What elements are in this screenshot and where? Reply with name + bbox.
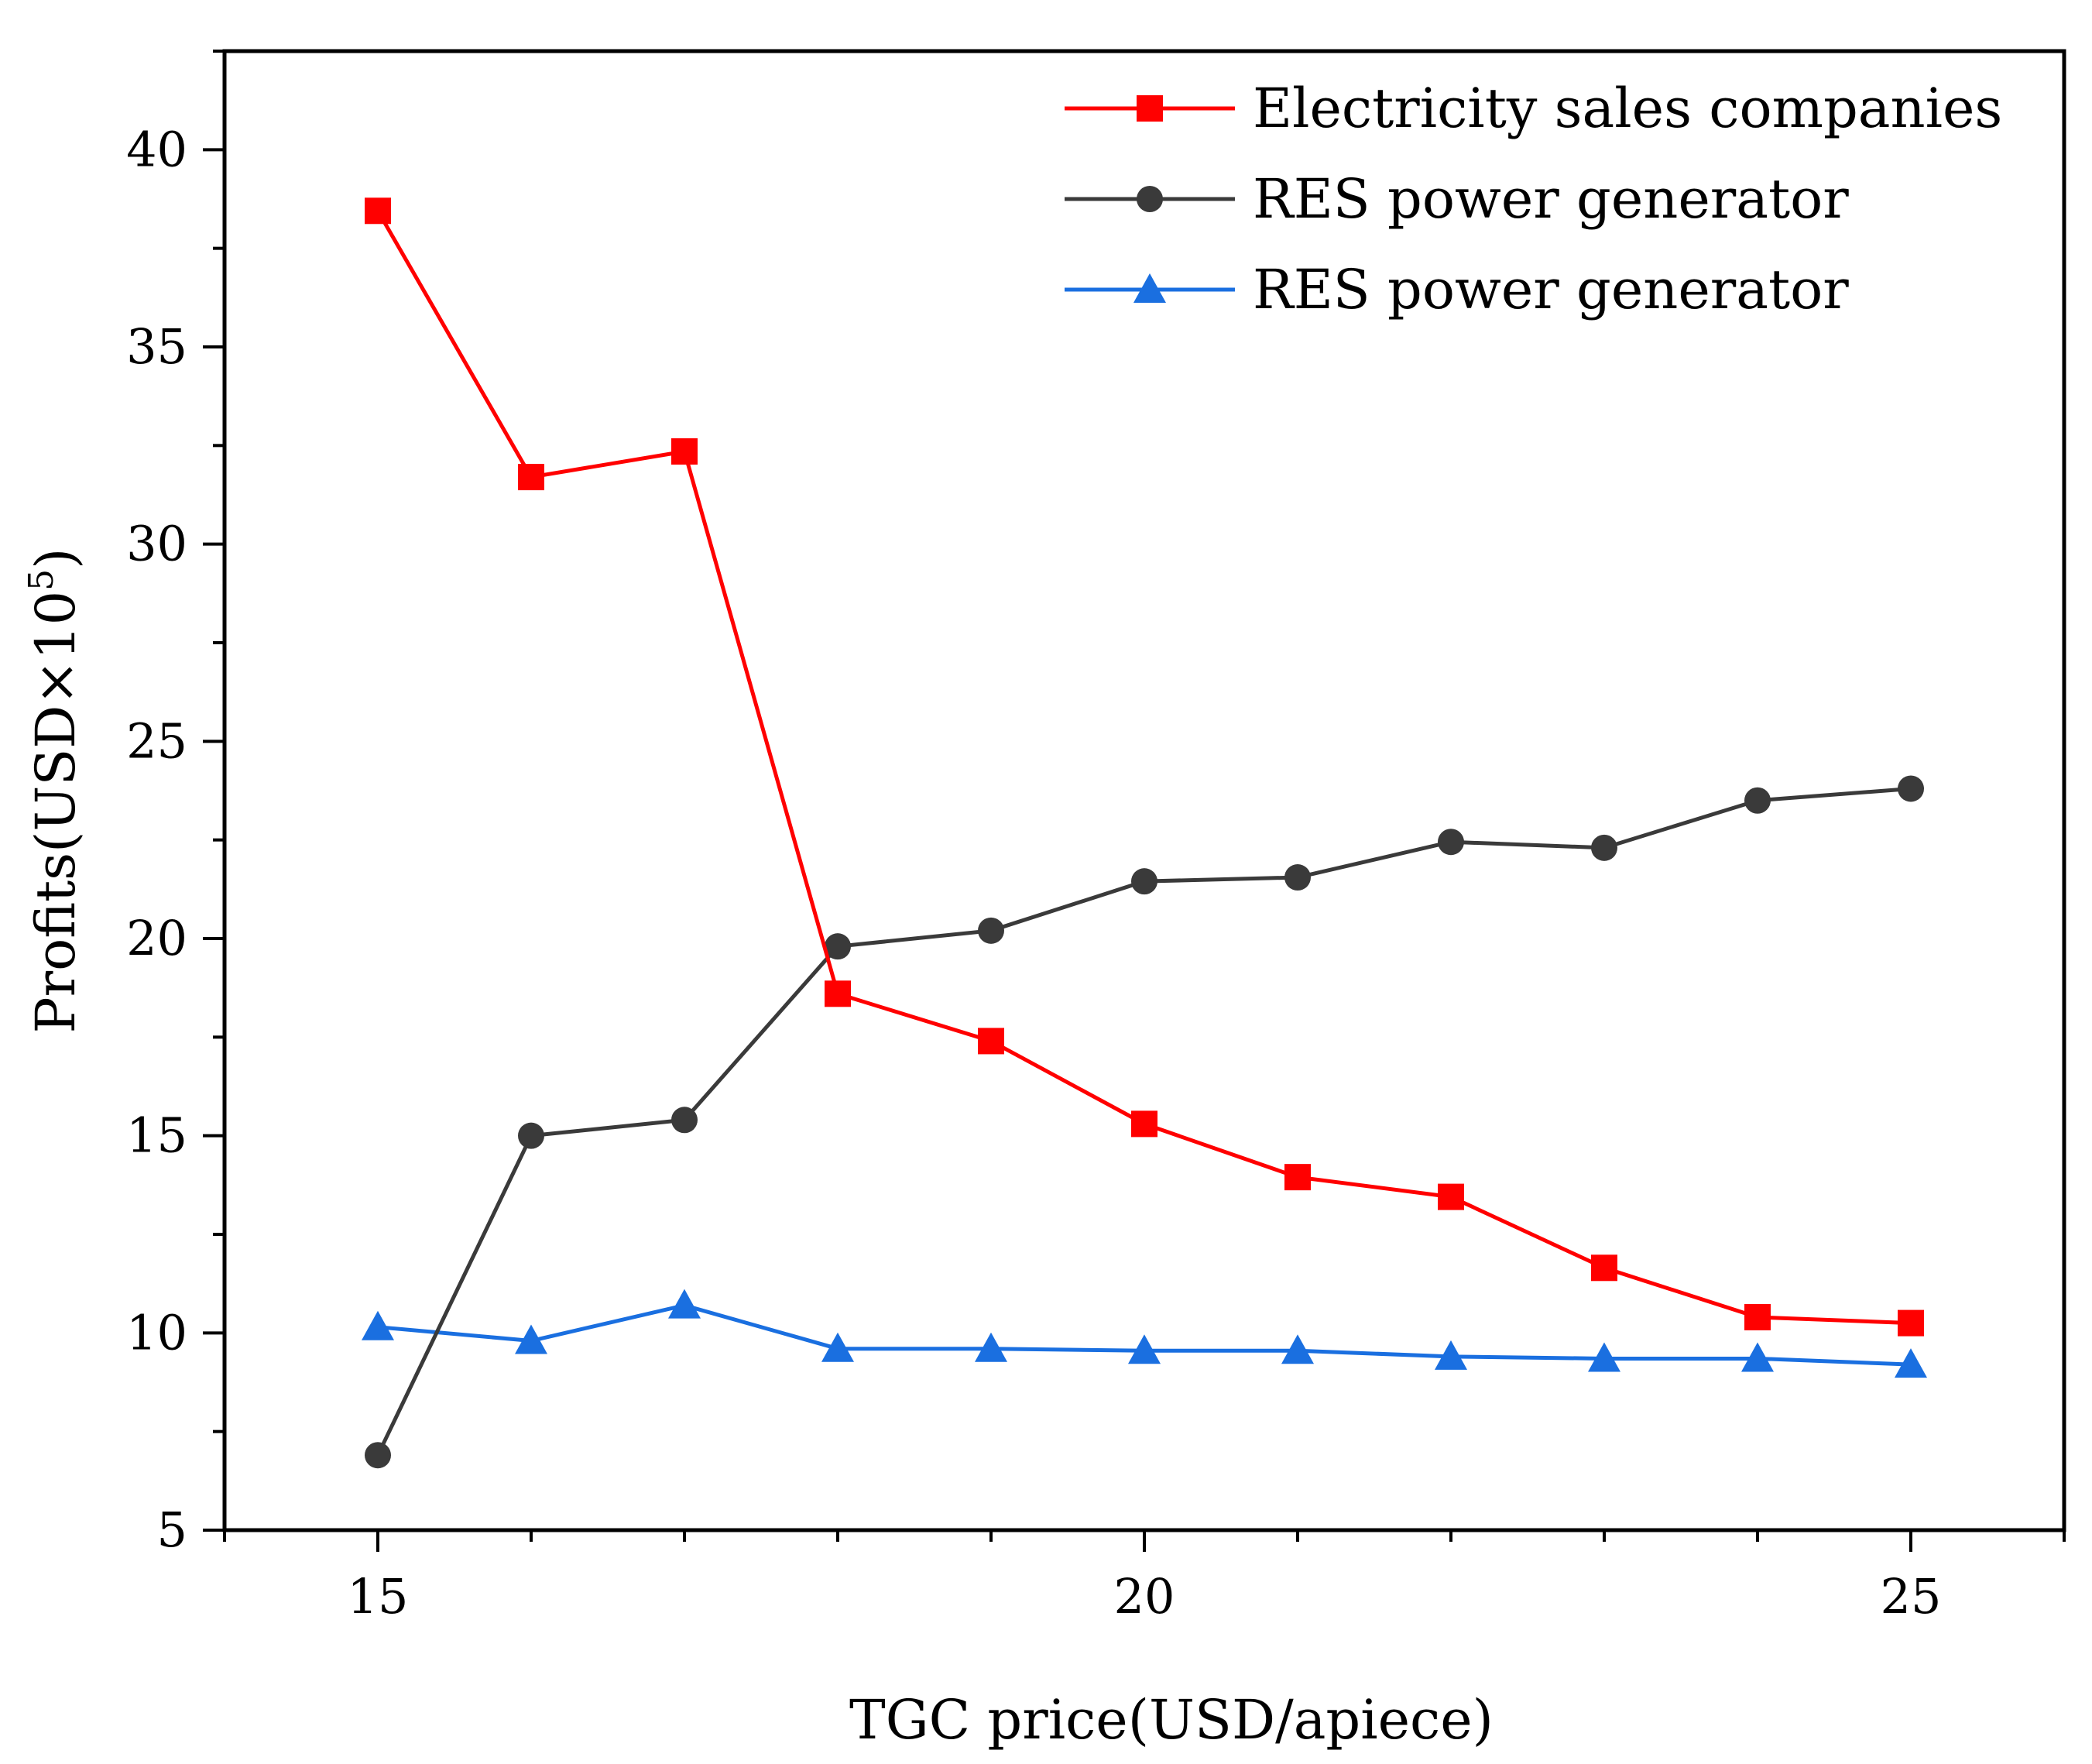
- y-tick-label: 30: [126, 516, 187, 572]
- y-tick-label: 15: [126, 1107, 187, 1164]
- x-tick-label: 25: [1881, 1568, 1942, 1625]
- x-tick-label: 20: [1114, 1568, 1175, 1625]
- axis-ticks: 5 10 15 20 25 30 35 40 15 20 25: [126, 50, 2066, 1625]
- data-point-square: [1591, 1254, 1617, 1282]
- x-axis-title: TGC price(USD/apiece): [849, 1688, 1494, 1752]
- data-point-square: [1898, 1309, 1924, 1337]
- y-tick-label: 10: [126, 1304, 187, 1361]
- legend-label: Electricity sales companies: [1253, 77, 2002, 140]
- data-point-triangle: [1281, 1334, 1314, 1364]
- data-point-triangle: [1895, 1348, 1927, 1378]
- data-point-triangle: [975, 1332, 1007, 1362]
- data-point-square: [671, 438, 698, 465]
- data-point-circle: [1898, 775, 1924, 802]
- data-point-square: [365, 197, 391, 225]
- legend-label: RES power generator: [1253, 258, 1849, 321]
- data-point-circle: [1744, 787, 1771, 814]
- data-point-triangle: [668, 1289, 701, 1319]
- series-layer: [362, 197, 1927, 1469]
- y-tick-label: 5: [157, 1501, 187, 1558]
- legend-swatch-marker: [1137, 186, 1163, 212]
- data-point-circle: [978, 917, 1004, 944]
- data-point-square: [978, 1028, 1004, 1055]
- y-tick-label: 40: [126, 121, 187, 177]
- data-point-triangle: [362, 1310, 394, 1340]
- legend-item-3: RES power generator: [1065, 258, 1849, 321]
- data-point-circle: [1438, 829, 1464, 856]
- data-point-square: [518, 464, 544, 491]
- legend-label: RES power generator: [1253, 167, 1849, 231]
- data-point-triangle: [1435, 1340, 1467, 1370]
- data-point-square: [1284, 1164, 1311, 1191]
- data-point-circle: [365, 1442, 391, 1469]
- data-point-triangle: [1128, 1334, 1161, 1364]
- data-point-circle: [518, 1122, 544, 1149]
- y-axis-title: Profits(USD×105): [22, 548, 87, 1034]
- data-point-circle: [1284, 864, 1311, 891]
- data-point-square: [825, 980, 851, 1007]
- y-tick-label: 35: [126, 318, 187, 375]
- data-point-circle: [671, 1107, 698, 1134]
- series-3: [362, 1289, 1927, 1378]
- data-point-triangle: [1741, 1342, 1774, 1372]
- data-point-triangle: [1588, 1342, 1620, 1372]
- data-point-square: [1438, 1183, 1464, 1210]
- y-axis-title-main: Profits(USD×10: [24, 591, 87, 1034]
- y-axis-title-superscript: 5: [22, 569, 61, 591]
- data-point-circle: [1131, 868, 1157, 895]
- legend: Electricity sales companies RES power gen…: [1065, 77, 2002, 321]
- y-tick-label: 20: [126, 910, 187, 966]
- data-point-triangle: [821, 1332, 854, 1362]
- series-line: [376, 210, 1912, 1326]
- legend-item-2: RES power generator: [1065, 167, 1849, 231]
- series-2: [365, 775, 1924, 1469]
- legend-swatch-marker: [1133, 273, 1166, 303]
- data-point-triangle: [515, 1324, 547, 1354]
- data-point-square: [1744, 1303, 1771, 1330]
- data-point-circle: [825, 933, 851, 960]
- data-point-square: [1131, 1110, 1157, 1138]
- data-point-circle: [1591, 834, 1617, 861]
- legend-item-1: Electricity sales companies: [1065, 77, 2002, 140]
- x-tick-label: 15: [348, 1568, 409, 1625]
- series-1: [365, 197, 1924, 1337]
- legend-swatch-marker: [1137, 95, 1163, 122]
- y-tick-label: 25: [126, 712, 187, 769]
- y-axis-title-suffix: ): [24, 548, 87, 569]
